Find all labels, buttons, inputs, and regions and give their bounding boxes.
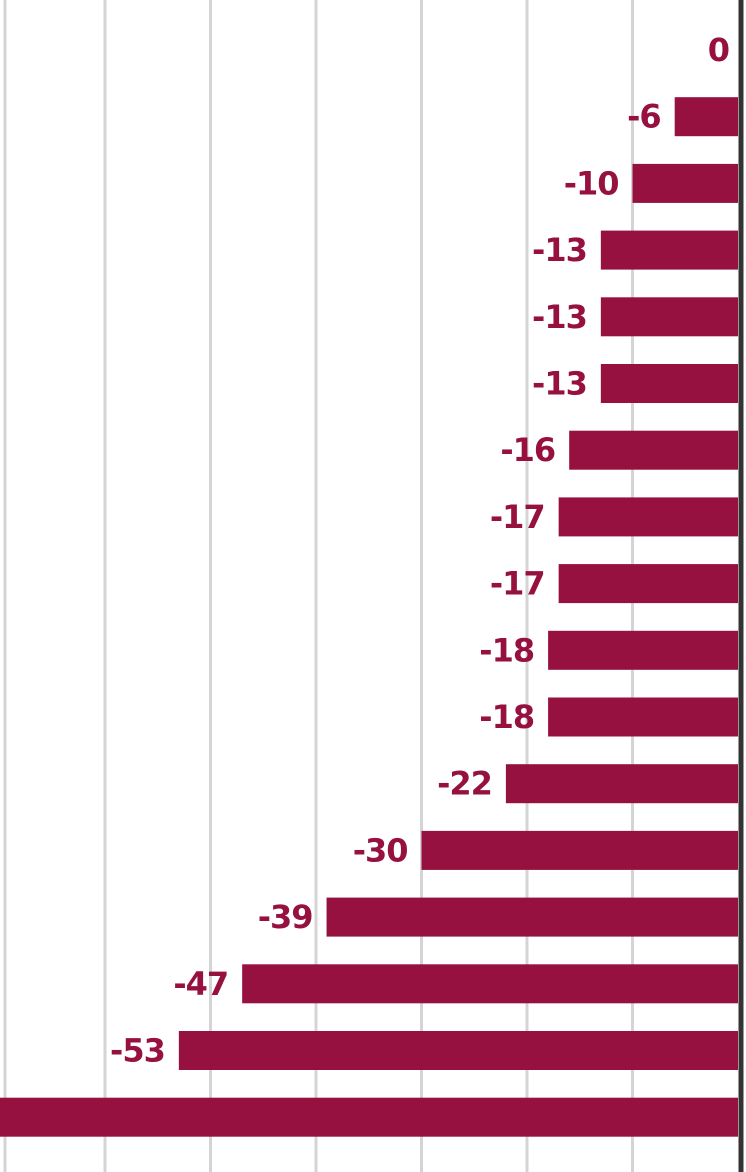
bar-value-label: -22	[437, 765, 492, 803]
bar-value-label: -30	[353, 831, 408, 869]
bar	[178, 1031, 739, 1070]
bars	[0, 97, 739, 1137]
bar	[548, 697, 738, 737]
bar	[505, 764, 738, 804]
bar	[421, 830, 738, 870]
bar	[242, 964, 738, 1004]
data-labels: 0-6-10-13-13-13-16-17-17-18-18-22-30-39-…	[110, 31, 730, 1070]
bar	[0, 1097, 738, 1137]
bar-value-label: -53	[110, 1032, 165, 1070]
bar	[600, 297, 738, 337]
bar	[674, 97, 738, 137]
bar	[600, 364, 738, 403]
bar	[548, 630, 738, 670]
bar-value-label: -6	[627, 98, 661, 136]
bar	[632, 163, 738, 203]
bar	[558, 564, 738, 604]
bar-value-label: -13	[532, 365, 587, 403]
bar	[558, 497, 738, 537]
bar-value-label: -10	[564, 164, 619, 202]
bar-value-label: -16	[500, 431, 555, 469]
bar	[600, 230, 738, 270]
bar-value-label: -39	[258, 898, 313, 936]
bar-value-label: -17	[490, 498, 545, 536]
bar-value-label: 0	[708, 31, 729, 69]
bar-value-label: -18	[479, 631, 534, 669]
bar-value-label: -13	[532, 298, 587, 336]
bar	[326, 897, 738, 937]
bar-value-label: -18	[479, 698, 534, 736]
bar	[569, 430, 738, 470]
bar-value-label: -13	[532, 231, 587, 269]
bar-value-label: -17	[490, 565, 545, 603]
bar-value-label: -47	[173, 965, 228, 1003]
